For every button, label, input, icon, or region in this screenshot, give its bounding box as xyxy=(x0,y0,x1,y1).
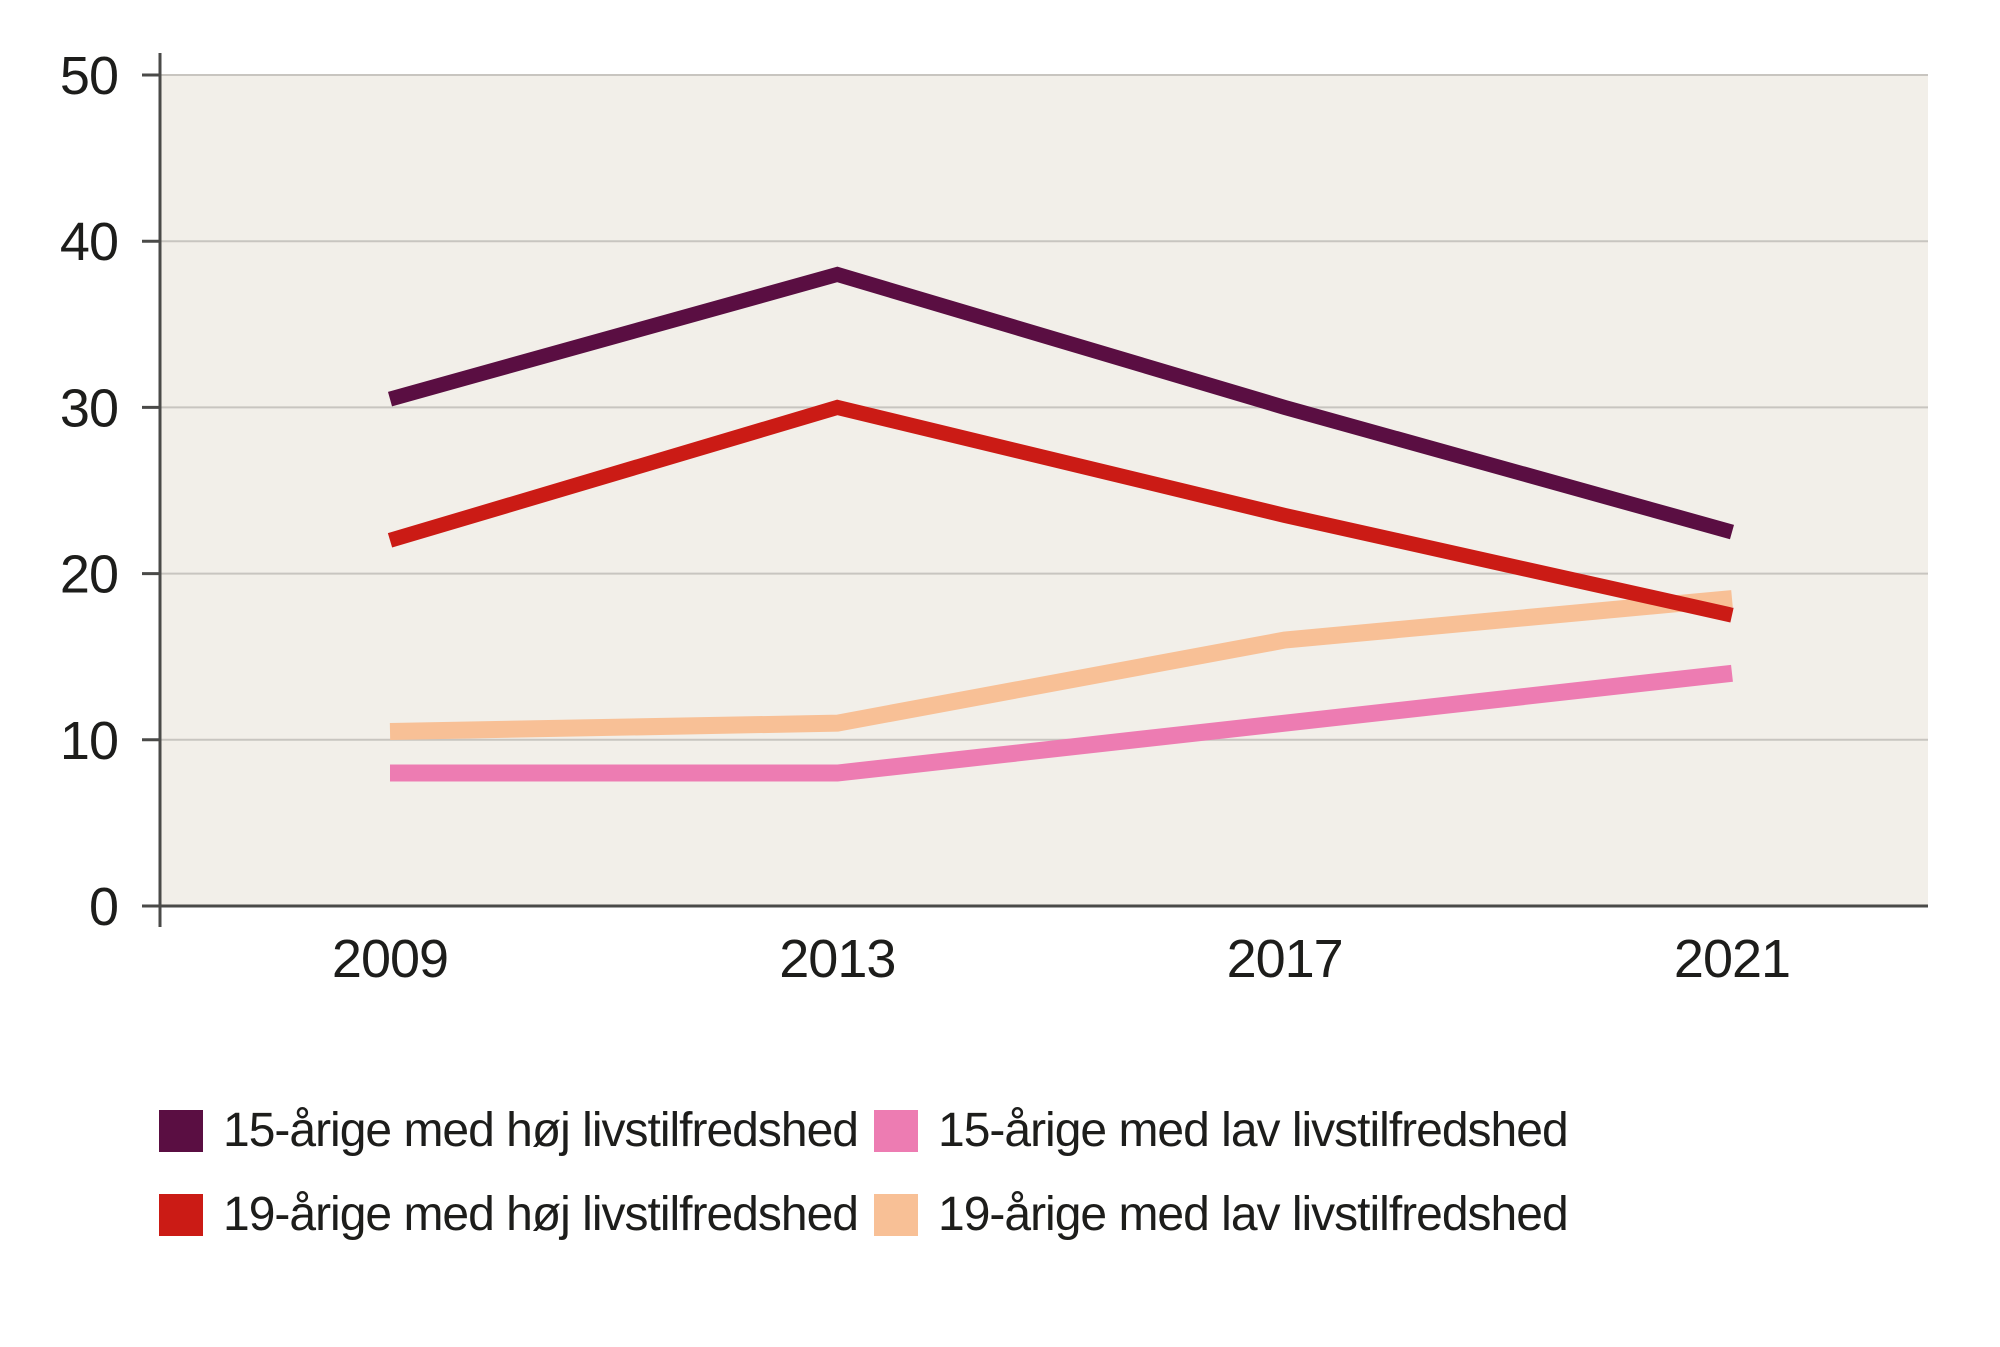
legend-label-15-hoej: 15-årige med høj livstilfredshed xyxy=(223,1104,859,1157)
legend-item-15-hoej: 15-årige med høj livstilfredshed xyxy=(159,1104,874,1157)
series-line-3 xyxy=(389,590,1733,740)
series-line-2 xyxy=(387,399,1734,623)
legend-swatch-19-lav xyxy=(874,1194,918,1236)
y-tick-label-40: 40 xyxy=(60,212,118,272)
legend-swatch-15-hoej xyxy=(159,1110,203,1152)
legend-item-19-hoej: 19-årige med høj livstilfredshed xyxy=(159,1188,874,1241)
legend-label-19-lav: 19-årige med lav livstilfredshed xyxy=(938,1188,1569,1241)
y-tick-label-20: 20 xyxy=(60,545,118,605)
legend-swatch-19-hoej xyxy=(159,1194,203,1236)
legend-item-19-lav: 19-årige med lav livstilfredshed xyxy=(874,1188,1569,1241)
y-tick-label-0: 0 xyxy=(89,877,118,937)
x-tick-label-2017: 2017 xyxy=(1227,929,1343,989)
legend-label-15-lav: 15-årige med lav livstilfredshed xyxy=(938,1104,1569,1157)
y-tick-label-50: 50 xyxy=(60,46,118,106)
legend-item-15-lav: 15-årige med lav livstilfredshed xyxy=(874,1104,1569,1157)
y-tick-label-10: 10 xyxy=(60,711,118,771)
legend-label-19-hoej: 19-årige med høj livstilfredshed xyxy=(223,1188,859,1241)
x-tick-label-2013: 2013 xyxy=(779,929,895,989)
line-chart: 0 10 20 30 40 50 2009 2013 2017 2021 xyxy=(60,46,1928,989)
x-tick-label-2009: 2009 xyxy=(332,929,448,989)
x-tick-label-2021: 2021 xyxy=(1674,929,1790,989)
series-line-1 xyxy=(390,664,1733,782)
legend-swatch-15-lav xyxy=(874,1110,918,1152)
series-line-0 xyxy=(387,266,1735,540)
y-tick-label-30: 30 xyxy=(60,378,118,438)
chart-legend: 15-årige med høj livstilfredshed 15-årig… xyxy=(159,1104,1569,1241)
